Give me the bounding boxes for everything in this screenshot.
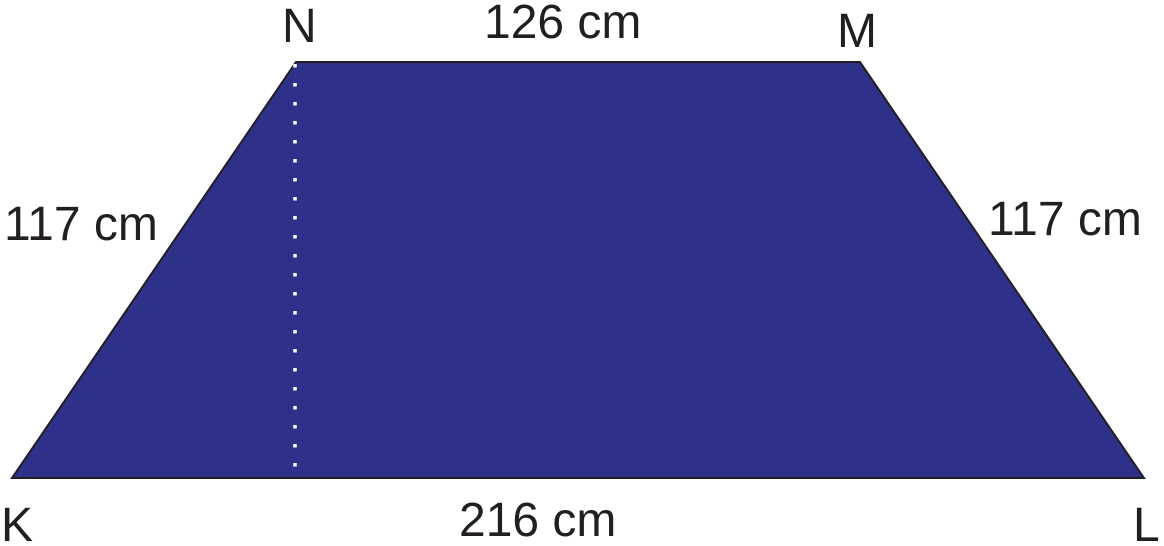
side-label-right: 117 cm (988, 193, 1142, 246)
side-label-bottom: 216 cm (459, 494, 616, 546)
vertex-label-m: M (837, 5, 877, 58)
side-label-left: 117 cm (4, 198, 158, 251)
vertex-label-l: L (1133, 499, 1160, 546)
vertex-label-n: N (282, 0, 317, 53)
vertex-label-k: K (1, 499, 33, 546)
trapezoid-klmn (10, 61, 1146, 479)
side-label-top: 126 cm (484, 0, 641, 49)
